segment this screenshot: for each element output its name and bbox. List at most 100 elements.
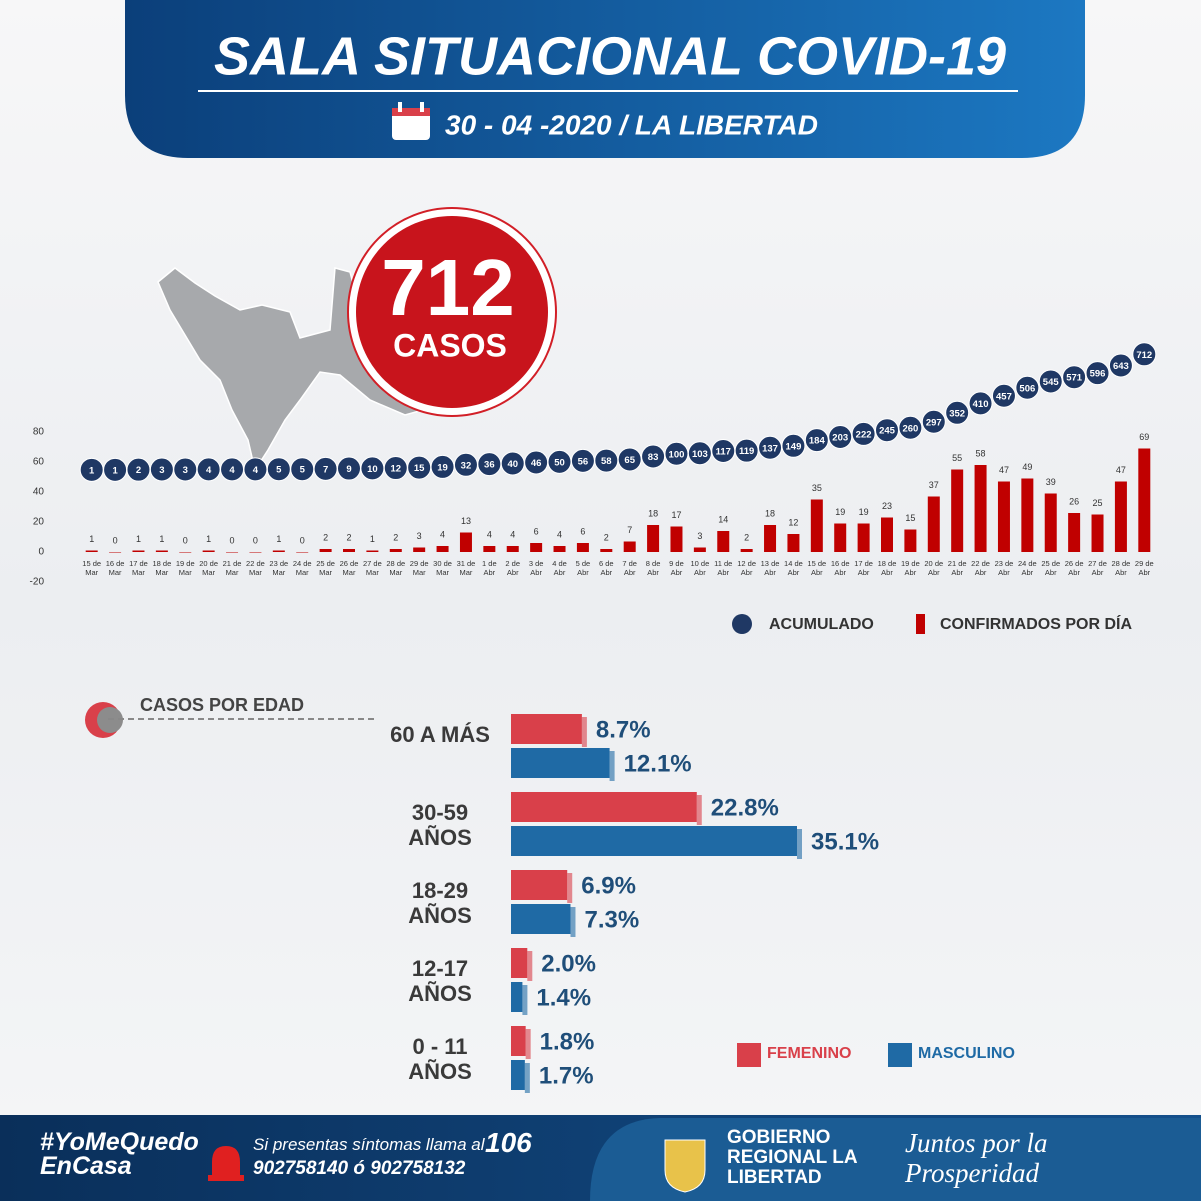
data-label: 137: [762, 443, 778, 454]
data-label: 506: [1019, 383, 1035, 394]
bubble: [875, 418, 899, 443]
legend-swatch: [737, 1043, 761, 1067]
data-label: 32: [461, 460, 472, 471]
data-label: 83: [648, 452, 659, 463]
data-label: 0: [300, 535, 305, 545]
data-label: 5: [300, 465, 306, 476]
x-tick-label: 30 de Mar: [433, 559, 452, 577]
data-label: 4: [510, 529, 515, 539]
data-label: 1.4%: [536, 984, 591, 1011]
bubble: [781, 433, 806, 458]
bar: [951, 469, 964, 552]
bar: [511, 948, 528, 978]
x-tick-label: 26 de Abr: [1064, 559, 1084, 577]
x-tick-label: 15 de Mar: [82, 559, 102, 577]
data-label: 4: [557, 529, 562, 539]
data-label: 149: [786, 441, 802, 452]
data-label: 222: [856, 429, 872, 440]
bar: [249, 552, 262, 553]
bar: [670, 526, 683, 552]
bar: [1114, 481, 1127, 552]
data-label: 2: [323, 532, 328, 542]
bar: [272, 550, 285, 552]
data-label: 457: [996, 391, 1012, 402]
slogan: Juntos por la Prosperidad: [905, 1128, 1048, 1188]
data-label: 47: [999, 465, 1009, 475]
bar: [413, 547, 426, 552]
x-tick-label: 23 de Abr: [994, 559, 1014, 577]
bar: [740, 549, 753, 552]
bar: [787, 534, 800, 552]
x-tick-label: 2 de Abr: [505, 559, 521, 577]
data-label: 22.8%: [711, 794, 779, 821]
data-label: 2: [393, 532, 398, 542]
data-label: 19: [859, 507, 869, 517]
data-label: 0: [253, 535, 258, 545]
x-tick-label: 16 de Mar: [105, 559, 125, 577]
bar-side: [581, 717, 587, 747]
data-label: 410: [973, 399, 989, 410]
data-label: 18: [765, 508, 775, 518]
bubble: [758, 435, 783, 460]
alarm-icon: [208, 1146, 244, 1181]
data-label: 55: [952, 453, 962, 463]
legend-label: CONFIRMADOS POR DÍA: [940, 614, 1132, 633]
bar: [109, 552, 122, 553]
category-label: 18-29 AÑOS: [408, 878, 472, 928]
x-tick-label: 25 de Abr: [1041, 559, 1061, 577]
data-label: 3: [417, 531, 422, 541]
data-label: 1.7%: [539, 1062, 594, 1089]
data-label: 4: [229, 465, 235, 476]
data-label: 245: [879, 426, 896, 437]
data-label: 1.8%: [540, 1028, 595, 1055]
legend-swatch: [888, 1043, 912, 1067]
bar: [693, 547, 706, 552]
bar: [764, 525, 777, 552]
bar: [511, 904, 571, 934]
bar: [511, 870, 568, 900]
call-text: Si presentas síntomas llama al: [253, 1135, 485, 1154]
bar: [904, 529, 917, 552]
bar: [226, 552, 239, 553]
data-label: 49: [1022, 462, 1032, 472]
data-label: 4: [206, 465, 212, 476]
legend-label: MASCULINO: [918, 1045, 1015, 1062]
data-label: 5: [276, 465, 282, 476]
x-tick-label: 24 de Abr: [1017, 559, 1037, 577]
data-label: 2: [136, 465, 141, 476]
bar: [576, 543, 589, 552]
data-label: 56: [578, 456, 589, 467]
title: SALA SITUACIONAL COVID-19: [214, 26, 1006, 86]
bubble: [968, 391, 993, 416]
data-label: 3: [183, 465, 188, 476]
bar: [202, 550, 215, 552]
data-label: 1: [89, 534, 94, 544]
bubble: [1108, 353, 1133, 378]
bubble: [641, 444, 666, 469]
data-label: 36: [484, 460, 495, 471]
data-label: 643: [1113, 361, 1129, 372]
data-label: 58: [976, 448, 986, 458]
data-label: 0: [183, 535, 188, 545]
x-tick-label: 21 de Mar: [222, 559, 242, 577]
data-label: 8.7%: [596, 716, 651, 743]
x-tick-label: 17 de Abr: [854, 559, 873, 577]
data-label: 203: [832, 433, 848, 444]
data-label: 4: [440, 529, 445, 539]
data-label: 596: [1090, 369, 1106, 380]
legend-label: FEMENINO: [767, 1045, 851, 1062]
hashtag: #YoMeQuedo EnCasa: [40, 1128, 199, 1180]
bar: [436, 546, 449, 552]
x-tick-label: 1 de Abr: [482, 559, 497, 577]
bubble: [828, 425, 853, 450]
x-tick-label: 23 de Mar: [269, 559, 289, 577]
x-tick-label: 22 de Mar: [246, 559, 265, 577]
bar: [506, 546, 519, 552]
data-label: 37: [929, 480, 939, 490]
data-label: 47: [1116, 465, 1126, 475]
bar: [296, 552, 309, 553]
category-label: 60 A MÁS: [390, 722, 490, 747]
bar-side: [525, 1029, 531, 1059]
bar: [511, 748, 610, 778]
data-label: 6.9%: [581, 872, 636, 899]
